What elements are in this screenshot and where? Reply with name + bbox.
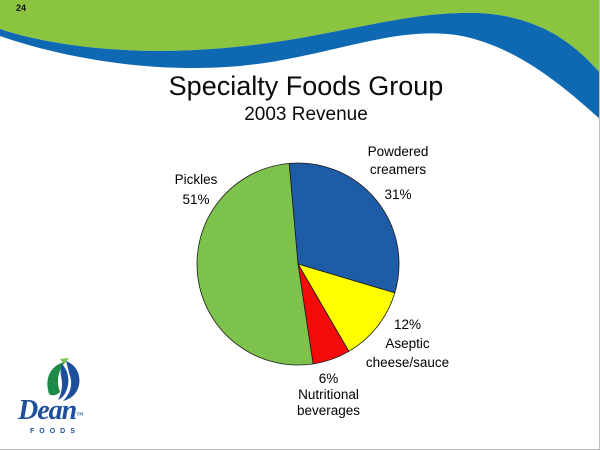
slide-page-number: 24 [16,3,27,13]
dean-foods-subtext: FOODS [30,428,80,435]
header-swoosh [0,0,599,119]
pie-label-pickles: Pickles 51% [156,170,236,210]
pie-slice-aseptic-cheese-sauce [297,263,396,352]
pie-label-text: Aseptic [385,336,430,351]
logo-sprout-shape [60,358,69,364]
pie-slice-pickles [196,162,314,366]
pie-label-text: creamers [369,162,427,177]
pie-slice-powdered-creamers [288,162,400,294]
pie-chart [196,162,400,366]
pie-label-percent: 31% [384,187,412,202]
dean-logo-icon [47,358,80,401]
pie-label-powdered-creamers: Powdered creamers 31% [348,143,448,204]
pie-label-aseptic-cheese-sauce: 12% Aseptic cheese/sauce [357,315,458,372]
green-swoosh-shape [0,0,599,72]
pie-label-nutritional-beverages: 6% Nutritional beverages [282,371,375,419]
pie-label-text: cheese/sauce [365,355,450,370]
pie-label-percent: 12% [393,317,422,332]
logo-leaf-shape [47,362,65,396]
title-block: Specialty Foods Group 2003 Revenue [40,71,572,126]
pie-label-text: beverages [296,403,361,418]
dean-wordmark-text: Dean [18,395,77,426]
trademark-symbol: ™ [76,411,84,419]
dean-wordmark: Dean™ [18,396,114,430]
pie-label-text: Nutritional [298,387,359,402]
logo-swirl-inner-shape [58,364,69,400]
pie-label-text: Powdered [367,144,429,159]
slide-title: Specialty Foods Group [168,71,444,101]
pie-label-text: Pickles [174,172,218,187]
slide-subtitle: 2003 Revenue [244,104,368,125]
logo-swirl-shape [63,361,80,401]
dean-foods-logo: Dean™ FOODS [16,356,116,442]
pie-label-percent: 6% [318,371,339,386]
pie-label-percent: 51% [182,192,210,207]
